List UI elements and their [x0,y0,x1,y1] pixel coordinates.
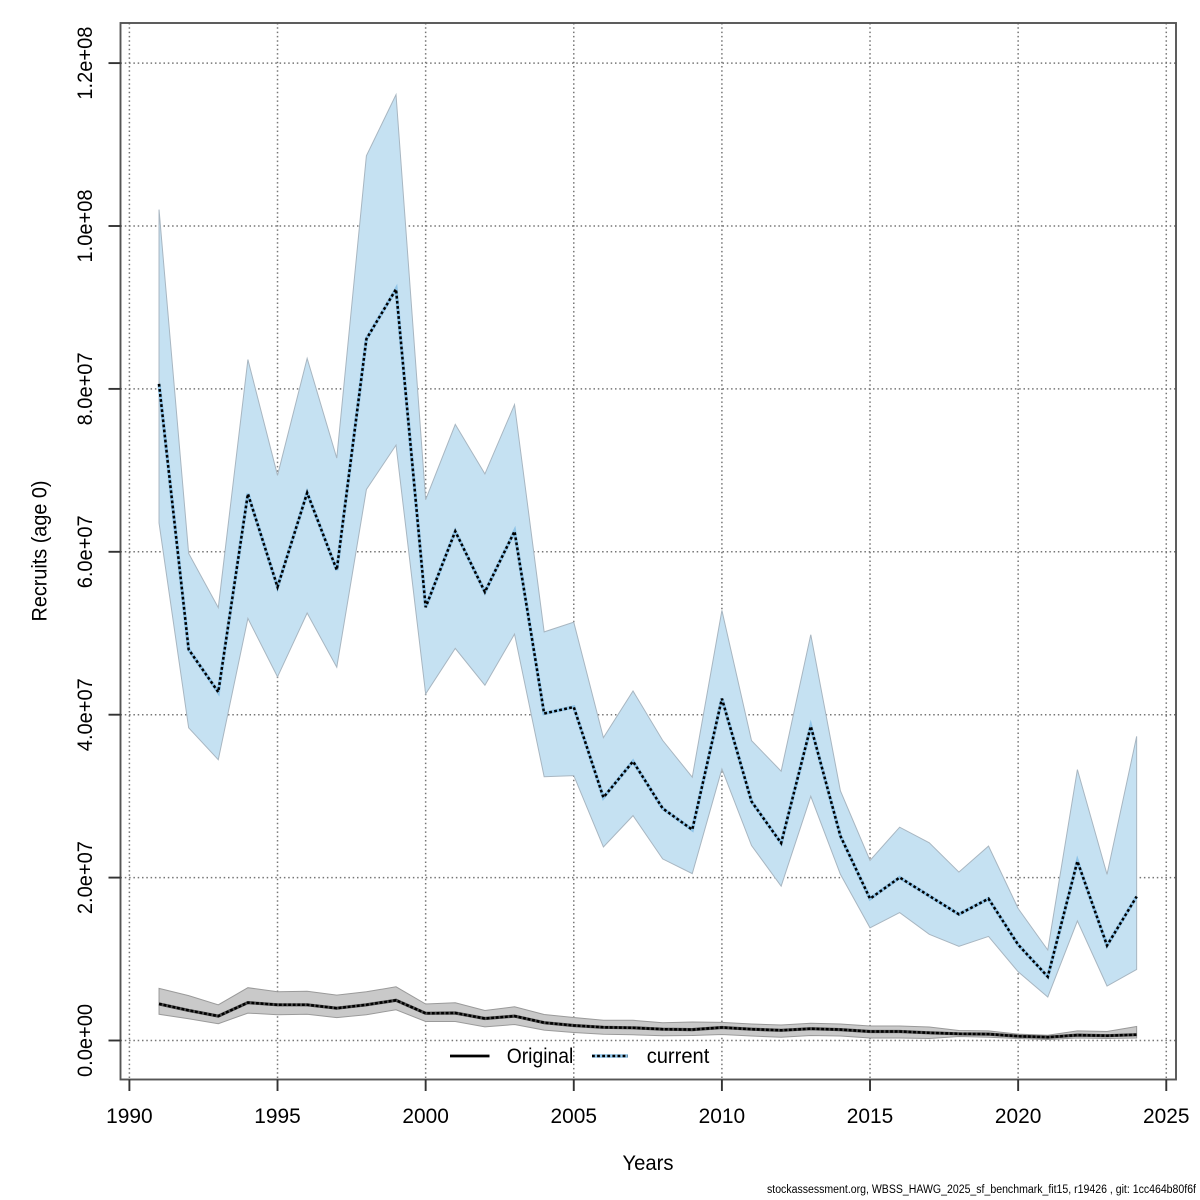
svg-text:Recruits (age 0): Recruits (age 0) [28,481,52,622]
svg-text:2005: 2005 [551,1104,598,1128]
svg-text:8.0e+07: 8.0e+07 [73,352,97,425]
svg-text:2025: 2025 [1143,1104,1190,1128]
svg-text:2010: 2010 [699,1104,746,1128]
svg-text:4.0e+07: 4.0e+07 [73,678,97,751]
svg-text:2000: 2000 [402,1104,449,1128]
svg-text:current: current [647,1044,710,1068]
svg-text:1.0e+08: 1.0e+08 [73,189,97,262]
svg-text:2020: 2020 [995,1104,1042,1128]
svg-text:1990: 1990 [106,1104,153,1128]
svg-text:1.2e+08: 1.2e+08 [73,27,97,100]
svg-text:1995: 1995 [254,1104,301,1128]
svg-text:2015: 2015 [847,1104,894,1128]
svg-text:Years: Years [623,1151,674,1175]
svg-text:6.0e+07: 6.0e+07 [73,515,97,588]
svg-text:Original: Original [507,1044,574,1068]
svg-text:stockassessment.org, WBSS_HAWG: stockassessment.org, WBSS_HAWG_2025_sf_b… [767,1184,1197,1196]
svg-text:2.0e+07: 2.0e+07 [73,841,97,914]
svg-text:0.0e+00: 0.0e+00 [73,1004,97,1077]
